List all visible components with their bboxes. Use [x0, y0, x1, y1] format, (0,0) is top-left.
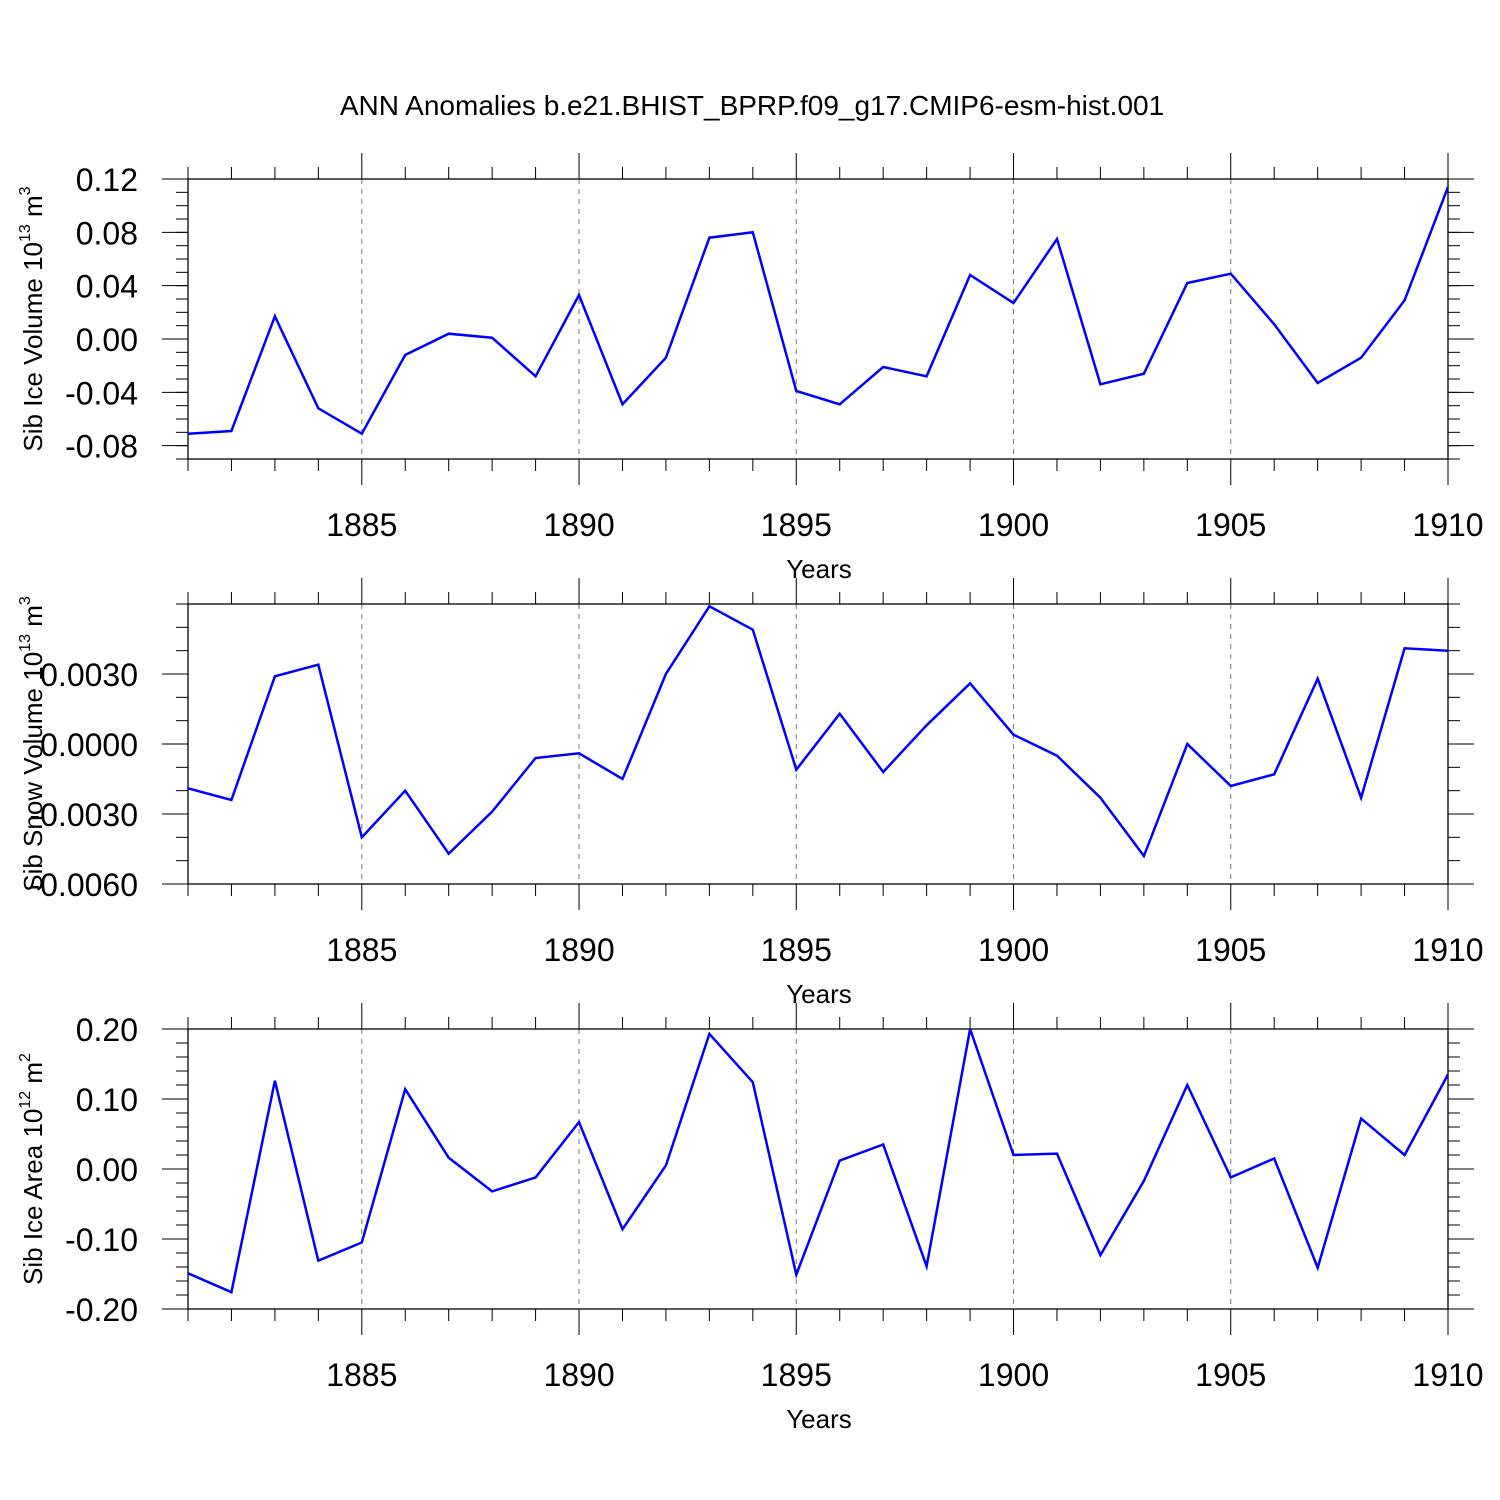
y-tick-label: -0.0030 — [29, 797, 138, 833]
plot-frame — [187, 603, 1449, 885]
chart-title: ANN Anomalies b.e21.BHIST_BPRP.f09_g17.C… — [340, 90, 1164, 121]
y-tick-label: 0.20 — [76, 1012, 138, 1048]
series-line — [188, 1029, 1448, 1294]
x-tick-label: 1895 — [761, 932, 832, 968]
x-tick-label: 1890 — [543, 507, 614, 543]
x-tick-label: 1905 — [1195, 507, 1266, 543]
x-tick-label: 1900 — [978, 1357, 1049, 1393]
y-tick-label: 0.0030 — [40, 657, 138, 693]
x-tick-label: 1910 — [1412, 507, 1483, 543]
x-tick-label: 1900 — [978, 507, 1049, 543]
x-tick-label: 1905 — [1195, 932, 1266, 968]
y-tick-label: -0.08 — [65, 429, 138, 465]
x-tick-label: 1885 — [326, 507, 397, 543]
y-tick-label: 0.0000 — [40, 727, 138, 763]
y-tick-label: 0.00 — [76, 322, 138, 358]
panel-1: 1885 1890 1895 1900 1905 1910 -0.08 -0.04 0.00 0.… — [17, 153, 1484, 584]
y-axis-title: Sib Ice Area 1012 m2 — [17, 1053, 48, 1285]
x-tick-label: 1910 — [1412, 932, 1483, 968]
x-tick-label: 1885 — [326, 932, 397, 968]
plot-frame — [187, 178, 1449, 460]
y-axis-title: Sib Ice Volume 1013 m3 — [17, 186, 48, 451]
y-tick-label: 0.10 — [76, 1082, 138, 1118]
x-tick-label: 1890 — [543, 932, 614, 968]
x-axis-title: Years — [786, 1404, 852, 1434]
y-axis-title: Sib Snow Volume 1013 m3 — [17, 596, 48, 892]
y-tick-label: 0.00 — [76, 1152, 138, 1188]
x-tick-label: 1895 — [761, 507, 832, 543]
x-axis-title: Years — [786, 554, 852, 584]
panel-2: 1885 1890 1895 1900 1905 1910 -0.0060 -0.0030 0.… — [17, 578, 1484, 1009]
x-tick-label: 1895 — [761, 1357, 832, 1393]
y-tick-label: -0.04 — [65, 375, 138, 411]
plot-frame — [187, 1028, 1449, 1310]
x-tick-label: 1900 — [978, 932, 1049, 968]
x-tick-label: 1885 — [326, 1357, 397, 1393]
y-tick-label: 0.12 — [76, 162, 138, 198]
y-tick-label: -0.10 — [65, 1222, 138, 1258]
x-tick-label: 1905 — [1195, 1357, 1266, 1393]
x-tick-label: 1910 — [1412, 1357, 1483, 1393]
y-tick-label: -0.0060 — [29, 867, 138, 903]
x-axis-title: Years — [786, 979, 852, 1009]
y-tick-label: 0.04 — [76, 269, 138, 305]
y-tick-label: -0.20 — [65, 1292, 138, 1328]
series-line — [188, 604, 1448, 859]
series-line — [188, 186, 1448, 436]
y-tick-label: 0.08 — [76, 215, 138, 251]
panel-3: 1885 1890 1895 1900 1905 1910 -0.20 -0.10 0.00 0.… — [17, 1003, 1484, 1434]
x-tick-label: 1890 — [543, 1357, 614, 1393]
